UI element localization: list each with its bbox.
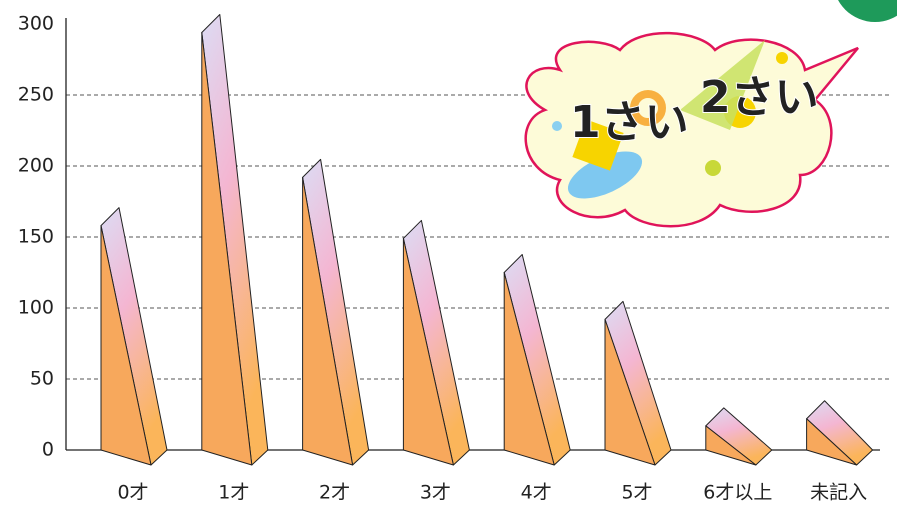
y-tick-label: 100 (18, 297, 54, 319)
bar (201, 14, 269, 466)
bar-front (402, 237, 454, 466)
y-tick-label: 150 (18, 226, 54, 248)
bar-front (201, 32, 253, 466)
y-tick-label: 300 (18, 13, 54, 35)
bar (806, 400, 874, 466)
bar (100, 207, 168, 466)
bar (302, 158, 370, 466)
annotation: 2さい (700, 72, 819, 123)
bar (503, 254, 571, 466)
x-tick-label: 2才 (319, 482, 350, 504)
x-tick-label: 未記入 (810, 482, 867, 504)
y-tick-label: 200 (18, 155, 54, 177)
y-tick-label: 250 (18, 84, 54, 106)
bar-front (100, 225, 152, 466)
corner-badge (838, 0, 897, 22)
annotation: 1さい (570, 97, 689, 148)
bar-front (302, 176, 354, 466)
bar-front (705, 425, 757, 466)
bar (705, 407, 773, 466)
x-tick-label: 4才 (521, 482, 552, 504)
x-tick-label: 6才以上 (703, 482, 772, 504)
bar (402, 219, 470, 466)
x-tick-label: 3才 (420, 482, 451, 504)
bar-front (806, 418, 858, 466)
y-tick-label: 50 (30, 368, 54, 390)
bar-front (503, 272, 555, 466)
x-tick-label: 0才 (117, 482, 148, 504)
x-tick-label: 5才 (621, 482, 652, 504)
bar-front (604, 318, 656, 466)
y-tick-label: 0 (42, 439, 54, 461)
x-tick-label: 1才 (218, 482, 249, 504)
bar (604, 300, 672, 466)
illustration: 1さい 2さい (524, 31, 859, 228)
